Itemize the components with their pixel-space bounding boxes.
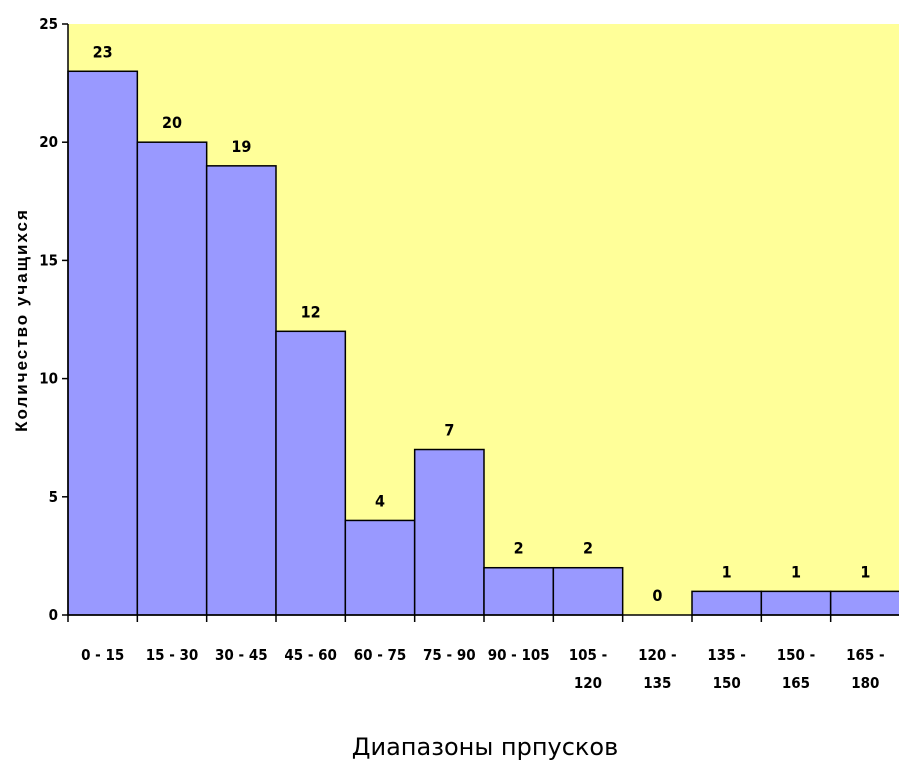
x-tick-label-0: 0 - 15 xyxy=(81,646,124,664)
x-tick-label-11: 165 -180 xyxy=(846,646,884,692)
y-axis-title: Количество учащихся xyxy=(12,208,31,432)
data-label-9: 1 xyxy=(722,562,732,581)
bar-10 xyxy=(760,590,832,616)
bar-3 xyxy=(275,330,347,616)
data-label-0: 23 xyxy=(93,42,113,61)
bar-9 xyxy=(691,590,763,616)
data-label-8: 0 xyxy=(652,586,662,605)
x-tick-label-2: 30 - 45 xyxy=(215,646,268,664)
bar-1 xyxy=(136,141,208,616)
bar-2 xyxy=(205,165,277,616)
x-tick-label-9: 135 -150 xyxy=(707,646,745,692)
x-axis-title: Диапазоны прпусков xyxy=(352,733,619,761)
data-label-1: 20 xyxy=(162,113,182,132)
x-axis: 0 - 15 15 - 30 30 - 45 45 - 60 60 - 75 75 - 9… xyxy=(67,614,899,692)
x-tick-label-6: 90 - 105 xyxy=(488,646,550,664)
x-tick-label-1: 15 - 30 xyxy=(146,646,199,664)
y-tick-label: 25 xyxy=(39,15,58,33)
y-tick-label: 5 xyxy=(49,488,58,506)
bar-6 xyxy=(483,566,555,616)
x-tick-label-4: 60 - 75 xyxy=(354,646,407,664)
x-tick-label-8: 120 -135 xyxy=(638,646,676,692)
bar-7 xyxy=(552,566,624,616)
data-label-11: 1 xyxy=(860,562,870,581)
bar-11 xyxy=(829,590,899,616)
data-label-10: 1 xyxy=(791,562,801,581)
data-label-4: 4 xyxy=(375,491,385,510)
x-tick-label-5: 75 - 90 xyxy=(423,646,476,664)
y-tick-label: 10 xyxy=(39,370,58,388)
data-label-6: 2 xyxy=(514,539,524,558)
data-label-5: 7 xyxy=(444,421,454,440)
y-tick-label: 20 xyxy=(39,133,58,151)
y-tick-label: 0 xyxy=(49,606,58,624)
y-tick-label: 15 xyxy=(39,251,58,269)
x-tick-label-3: 45 - 60 xyxy=(284,646,337,664)
data-label-7: 2 xyxy=(583,539,593,558)
bar-4 xyxy=(344,519,416,616)
bar-0 xyxy=(67,70,139,616)
data-label-2: 19 xyxy=(231,137,251,156)
data-label-3: 12 xyxy=(301,302,321,321)
x-tick-label-7: 105 -120 xyxy=(569,646,607,692)
bar-5 xyxy=(413,448,485,616)
y-axis: 0 5 10 15 20 25 xyxy=(39,15,69,624)
x-tick-label-10: 150 -165 xyxy=(777,646,815,692)
